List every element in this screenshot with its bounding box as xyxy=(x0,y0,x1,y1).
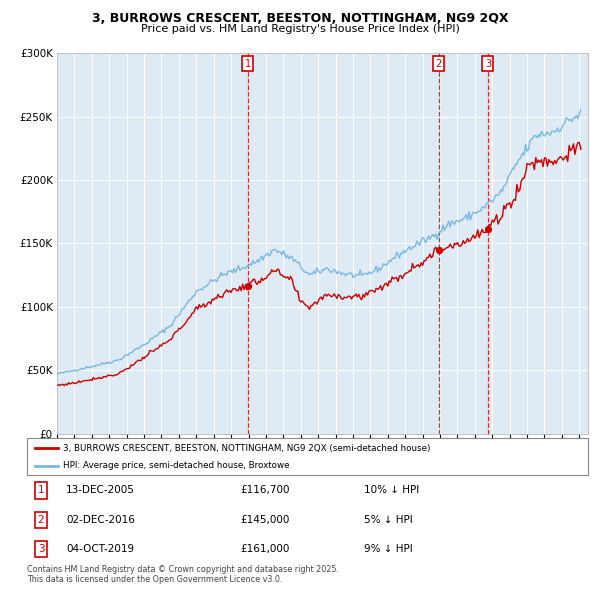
Text: 13-DEC-2005: 13-DEC-2005 xyxy=(66,486,135,496)
Text: 9% ↓ HPI: 9% ↓ HPI xyxy=(364,544,412,554)
Point xyxy=(483,225,493,234)
Text: £145,000: £145,000 xyxy=(240,515,290,525)
Text: 02-DEC-2016: 02-DEC-2016 xyxy=(66,515,135,525)
Text: 3: 3 xyxy=(485,59,491,69)
Point xyxy=(243,281,253,290)
Text: £161,000: £161,000 xyxy=(240,544,290,554)
Text: 2: 2 xyxy=(436,59,442,69)
Text: 3: 3 xyxy=(38,544,44,554)
Text: £116,700: £116,700 xyxy=(240,486,290,496)
Text: 3, BURROWS CRESCENT, BEESTON, NOTTINGHAM, NG9 2QX (semi-detached house): 3, BURROWS CRESCENT, BEESTON, NOTTINGHAM… xyxy=(64,444,431,453)
Text: 2: 2 xyxy=(38,515,44,525)
Text: 1: 1 xyxy=(38,486,44,496)
Text: HPI: Average price, semi-detached house, Broxtowe: HPI: Average price, semi-detached house,… xyxy=(64,461,290,470)
Text: Contains HM Land Registry data © Crown copyright and database right 2025.
This d: Contains HM Land Registry data © Crown c… xyxy=(27,565,339,584)
Text: 10% ↓ HPI: 10% ↓ HPI xyxy=(364,486,419,496)
Text: 1: 1 xyxy=(245,59,251,69)
Text: 04-OCT-2019: 04-OCT-2019 xyxy=(66,544,134,554)
Point xyxy=(434,245,443,254)
Text: 5% ↓ HPI: 5% ↓ HPI xyxy=(364,515,412,525)
Text: 3, BURROWS CRESCENT, BEESTON, NOTTINGHAM, NG9 2QX: 3, BURROWS CRESCENT, BEESTON, NOTTINGHAM… xyxy=(92,12,508,25)
Text: Price paid vs. HM Land Registry's House Price Index (HPI): Price paid vs. HM Land Registry's House … xyxy=(140,24,460,34)
